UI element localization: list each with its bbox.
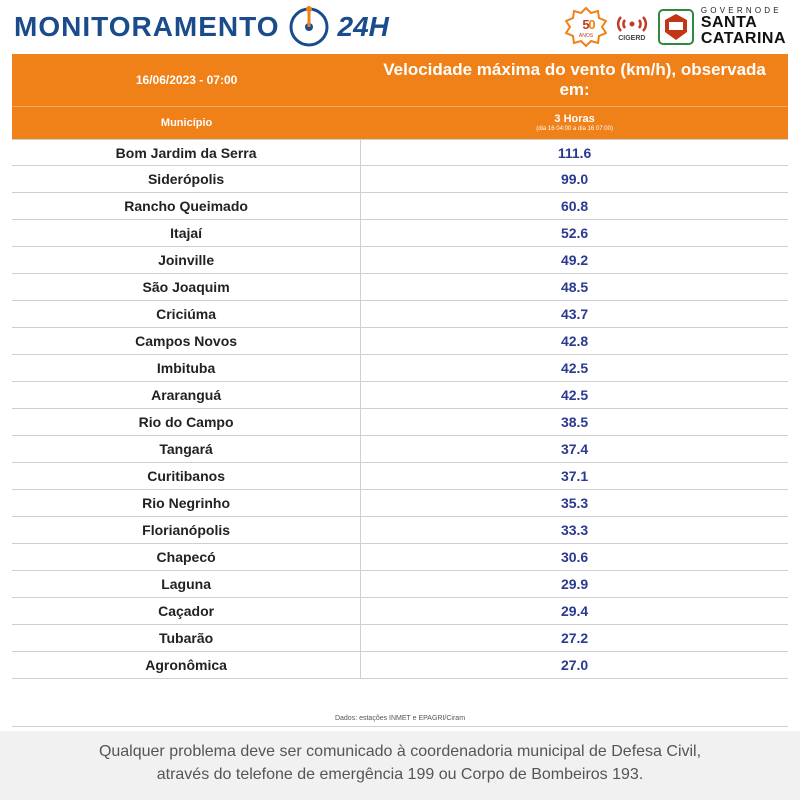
cell-valor: 42.5 <box>361 355 788 381</box>
table-row: Agronômica27.0 <box>12 652 788 679</box>
page-container: MONITORAMENTO 24H 5 0 ANOS <box>0 0 800 800</box>
brand-word: MONITORAMENTO <box>14 11 280 43</box>
cell-municipio: Itajaí <box>12 220 361 246</box>
footer-line2: através do telefone de emergência 199 ou… <box>24 764 776 786</box>
table-row: São Joaquim48.5 <box>12 274 788 301</box>
source-note: Dados: estações INMET e EPAGRI/Ciram <box>12 713 788 727</box>
table-row: Araranguá42.5 <box>12 382 788 409</box>
cell-valor: 99.0 <box>361 166 788 192</box>
cell-municipio: Criciúma <box>12 301 361 327</box>
cigerd-label: CIGERD <box>618 35 645 42</box>
table-body: Bom Jardim da Serra111.6Siderópolis99.0R… <box>12 139 788 713</box>
cell-municipio: Florianópolis <box>12 517 361 543</box>
cell-valor: 33.3 <box>361 517 788 543</box>
table-header-row: 16/06/2023 - 07:00 Velocidade máxima do … <box>12 54 788 106</box>
cell-municipio: Laguna <box>12 571 361 597</box>
cell-valor: 111.6 <box>361 140 788 165</box>
cell-municipio: Curitibanos <box>12 463 361 489</box>
cell-valor: 43.7 <box>361 301 788 327</box>
cell-municipio: Chapecó <box>12 544 361 570</box>
footer: Qualquer problema deve ser comunicado à … <box>0 731 800 800</box>
cell-valor: 29.9 <box>361 571 788 597</box>
table-row: Tubarão27.2 <box>12 625 788 652</box>
cell-valor: 37.1 <box>361 463 788 489</box>
cell-municipio: São Joaquim <box>12 274 361 300</box>
col-3horas-range: (dia 16 04:00 a dia 16 07:00) <box>536 126 613 133</box>
sc-gov-text: G O V E R N O D E SANTA CATARINA <box>701 7 786 47</box>
anniversary-badge-icon: 5 0 ANOS <box>565 6 607 48</box>
broadcast-icon <box>615 13 649 35</box>
col-municipio-header: Município <box>12 107 361 139</box>
table-row: Siderópolis99.0 <box>12 166 788 193</box>
cell-municipio: Tangará <box>12 436 361 462</box>
cell-municipio: Rio Negrinho <box>12 490 361 516</box>
cell-municipio: Araranguá <box>12 382 361 408</box>
table-row: Rancho Queimado60.8 <box>12 193 788 220</box>
table-row: Rio do Campo38.5 <box>12 409 788 436</box>
cell-valor: 38.5 <box>361 409 788 435</box>
target-icon <box>288 6 330 48</box>
cell-municipio: Rancho Queimado <box>12 193 361 219</box>
cell-municipio: Campos Novos <box>12 328 361 354</box>
cell-valor: 27.0 <box>361 652 788 678</box>
cell-municipio: Caçador <box>12 598 361 624</box>
table-area: 16/06/2023 - 07:00 Velocidade máxima do … <box>0 50 800 731</box>
table-row: Joinville49.2 <box>12 247 788 274</box>
footer-line1: Qualquer problema deve ser comunicado à … <box>24 741 776 763</box>
table-timestamp: 16/06/2023 - 07:00 <box>12 54 361 106</box>
svg-text:ANOS: ANOS <box>579 33 594 39</box>
cell-valor: 30.6 <box>361 544 788 570</box>
table-row: Criciúma43.7 <box>12 301 788 328</box>
table-row: Florianópolis33.3 <box>12 517 788 544</box>
table-row: Itajaí52.6 <box>12 220 788 247</box>
cigerd-logo: CIGERD <box>615 13 649 42</box>
cell-valor: 29.4 <box>361 598 788 624</box>
table-title: Velocidade máxima do vento (km/h), obser… <box>361 54 788 106</box>
cell-valor: 52.6 <box>361 220 788 246</box>
table-row: Campos Novos42.8 <box>12 328 788 355</box>
cell-valor: 27.2 <box>361 625 788 651</box>
cell-municipio: Agronômica <box>12 652 361 678</box>
cell-municipio: Imbituba <box>12 355 361 381</box>
header-bar: MONITORAMENTO 24H 5 0 ANOS <box>0 0 800 50</box>
col-3horas-label: 3 Horas <box>554 113 594 126</box>
cell-municipio: Rio do Campo <box>12 409 361 435</box>
cell-valor: 42.8 <box>361 328 788 354</box>
table-row: Laguna29.9 <box>12 571 788 598</box>
table-row: Tangará37.4 <box>12 436 788 463</box>
table-row: Rio Negrinho35.3 <box>12 490 788 517</box>
brand-suffix: 24H <box>338 11 389 43</box>
col-3horas-header: 3 Horas (dia 16 04:00 a dia 16 07:00) <box>361 107 788 139</box>
table-row: Bom Jardim da Serra111.6 <box>12 139 788 166</box>
table-row: Caçador29.4 <box>12 598 788 625</box>
cell-valor: 37.4 <box>361 436 788 462</box>
table-row: Imbituba42.5 <box>12 355 788 382</box>
svg-text:0: 0 <box>588 17 595 32</box>
cell-valor: 60.8 <box>361 193 788 219</box>
table-row: Chapecó30.6 <box>12 544 788 571</box>
sc-gov-line2: CATARINA <box>701 31 786 47</box>
cell-valor: 35.3 <box>361 490 788 516</box>
cell-valor: 49.2 <box>361 247 788 273</box>
cell-valor: 48.5 <box>361 274 788 300</box>
cell-municipio: Tubarão <box>12 625 361 651</box>
cell-municipio: Joinville <box>12 247 361 273</box>
logo-group: 5 0 ANOS CIGERD <box>565 6 786 48</box>
sc-shield-icon <box>657 8 695 46</box>
table-row: Curitibanos37.1 <box>12 463 788 490</box>
cell-valor: 42.5 <box>361 382 788 408</box>
sc-gov-line1: SANTA <box>701 15 786 31</box>
cell-municipio: Siderópolis <box>12 166 361 192</box>
sc-gov-logo: G O V E R N O D E SANTA CATARINA <box>657 7 786 47</box>
cell-municipio: Bom Jardim da Serra <box>12 140 361 165</box>
table-subheader-row: Município 3 Horas (dia 16 04:00 a dia 16… <box>12 106 788 139</box>
